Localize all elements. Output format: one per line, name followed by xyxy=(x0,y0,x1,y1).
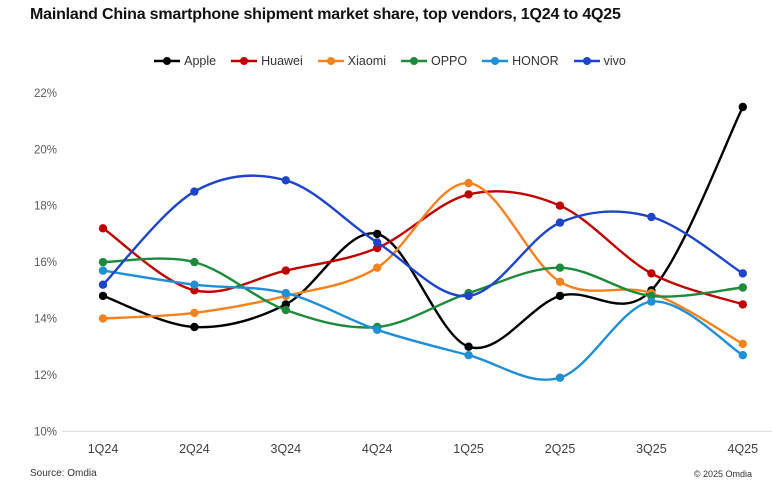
series-dot-huawei xyxy=(555,201,565,210)
series-line-vivo xyxy=(101,174,744,298)
series-dot-honor xyxy=(373,325,382,334)
series-dot-honor xyxy=(555,373,565,382)
y-tick-label: 14% xyxy=(34,314,57,326)
series-dot-vivo xyxy=(555,218,565,227)
series-line-honor xyxy=(101,269,744,381)
series-dot-apple xyxy=(98,291,108,301)
series-dot-honor xyxy=(738,351,747,360)
legend-label: Apple xyxy=(184,54,217,68)
series-dot-oppo xyxy=(190,257,199,267)
legend-item-huawei[interactable]: Huawei xyxy=(231,54,303,68)
series-dot-vivo xyxy=(98,280,108,289)
series-dot-xiaomi xyxy=(373,263,382,272)
series-dot-apple xyxy=(373,229,382,239)
series-dot-vivo xyxy=(190,187,199,196)
x-tick-label: 4Q25 xyxy=(728,442,759,456)
legend-label: OPPO xyxy=(431,54,468,68)
x-tick-label: 3Q25 xyxy=(636,442,667,456)
y-tick-label: 22% xyxy=(34,88,57,100)
y-tick-label: 18% xyxy=(34,201,57,213)
legend-item-vivo[interactable]: vivo xyxy=(573,54,626,68)
x-tick-label: 2Q24 xyxy=(179,442,210,456)
series-dot-apple xyxy=(738,102,747,112)
series-dot-oppo xyxy=(98,257,108,267)
source-note: Source: Omdia xyxy=(30,468,97,479)
legend-line-dot-icon xyxy=(231,57,258,65)
line-chart: 10% 12% 14% 16% 18% 20% 22% 1Q24 2Q24 3Q24 4Q24 1Q2… xyxy=(34,88,772,456)
series-dot-vivo xyxy=(373,238,382,247)
y-tick-label: 20% xyxy=(34,144,57,156)
legend-line-dot-icon xyxy=(317,57,344,65)
legend-item-oppo[interactable]: OPPO xyxy=(401,54,467,68)
legend-label: HONOR xyxy=(512,54,559,68)
series-dot-huawei xyxy=(738,300,747,309)
series-dot-xiaomi xyxy=(98,314,108,323)
series-dot-oppo xyxy=(738,283,747,292)
series-dot-apple xyxy=(555,291,565,301)
x-tick-label: 1Q24 xyxy=(88,442,119,456)
series-dot-huawei xyxy=(647,269,656,278)
legend-item-honor[interactable]: HONOR xyxy=(482,54,559,68)
series-dot-xiaomi xyxy=(555,277,565,286)
chart-title: Mainland China smartphone shipment marke… xyxy=(30,6,621,23)
series-dot-vivo xyxy=(738,269,747,278)
series-dot-honor xyxy=(647,297,656,306)
series-dot-oppo xyxy=(555,263,565,272)
series-dot-apple xyxy=(464,342,473,351)
series-oppo xyxy=(98,257,747,332)
y-tick-label: 12% xyxy=(34,370,57,382)
legend-line-dot-icon xyxy=(482,57,509,65)
x-tick-label: 4Q24 xyxy=(362,442,393,456)
series-line-oppo xyxy=(101,257,744,329)
x-tick-label: 1Q25 xyxy=(453,442,484,456)
legend: Apple Huawei Xiaomi OPPO HONOR vivo xyxy=(0,54,780,68)
legend-label: Huawei xyxy=(261,54,303,68)
series-dot-honor xyxy=(98,266,108,275)
series-dot-honor xyxy=(464,351,473,360)
series-dot-vivo xyxy=(281,176,290,185)
x-tick-label: 2Q25 xyxy=(545,442,576,456)
series-dot-huawei xyxy=(98,224,108,233)
series-vivo xyxy=(98,174,747,301)
copyright-note: © 2025 Omdia xyxy=(693,469,752,479)
legend-label: vivo xyxy=(603,54,626,68)
series-line-xiaomi xyxy=(101,181,744,346)
series-honor xyxy=(98,266,747,382)
legend-line-dot-icon xyxy=(401,57,427,65)
series-dot-honor xyxy=(190,280,199,289)
x-tick-label: 3Q24 xyxy=(271,442,302,456)
series-dot-xiaomi xyxy=(464,178,473,188)
legend-item-xiaomi[interactable]: Xiaomi xyxy=(317,54,386,68)
legend-line-dot-icon xyxy=(154,57,181,65)
y-tick-label: 10% xyxy=(34,426,57,438)
series-dot-huawei xyxy=(281,266,290,275)
series-dot-huawei xyxy=(464,190,473,199)
series-dot-oppo xyxy=(281,305,290,315)
y-tick-label: 16% xyxy=(34,257,57,269)
series-dot-vivo xyxy=(647,212,656,222)
series-dot-xiaomi xyxy=(190,308,199,318)
series-dot-honor xyxy=(281,288,290,298)
series-dot-apple xyxy=(190,322,199,332)
series-dot-vivo xyxy=(464,291,473,301)
series-dot-xiaomi xyxy=(738,339,747,349)
legend-line-dot-icon xyxy=(573,57,600,65)
legend-item-apple[interactable]: Apple xyxy=(154,54,216,68)
legend-label: Xiaomi xyxy=(347,54,386,68)
